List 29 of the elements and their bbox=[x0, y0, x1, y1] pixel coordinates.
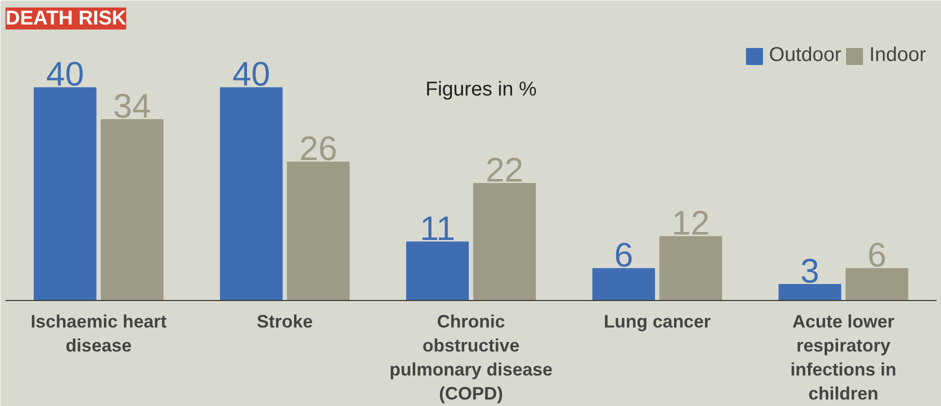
x-tick-label: Ischaemic heart disease bbox=[30, 312, 167, 356]
bar bbox=[778, 284, 842, 300]
bar bbox=[473, 182, 536, 300]
x-tick-label: Acute lower respiratory infections in children bbox=[790, 312, 896, 404]
data-label: 6 bbox=[614, 236, 634, 275]
bar bbox=[100, 119, 164, 300]
annotation: Figures in % bbox=[426, 78, 537, 100]
bar bbox=[406, 241, 469, 300]
data-label: 34 bbox=[113, 88, 152, 126]
data-label: 26 bbox=[299, 130, 338, 168]
x-tick-label: Stroke bbox=[256, 312, 313, 332]
data-label: 3 bbox=[800, 252, 820, 291]
legend-label: Outdoor bbox=[769, 44, 842, 67]
legend-label: Indoor bbox=[869, 44, 926, 67]
data-label: 40 bbox=[232, 56, 270, 94]
bar bbox=[659, 236, 722, 300]
data-label: 11 bbox=[420, 210, 456, 248]
data-label: 40 bbox=[46, 56, 84, 94]
bar bbox=[592, 268, 656, 300]
x-tick-label: Lung cancer bbox=[604, 312, 711, 332]
bar bbox=[286, 162, 350, 300]
data-label: 22 bbox=[486, 151, 524, 190]
chart-title: DEATH RISK bbox=[6, 8, 127, 30]
bar bbox=[846, 268, 908, 300]
bar bbox=[34, 87, 96, 300]
bar bbox=[220, 87, 283, 300]
x-tick-label: Chronic obstructive pulmonary disease (COPD) bbox=[389, 312, 553, 404]
data-label: 6 bbox=[867, 236, 886, 275]
data-label: 12 bbox=[672, 204, 710, 243]
